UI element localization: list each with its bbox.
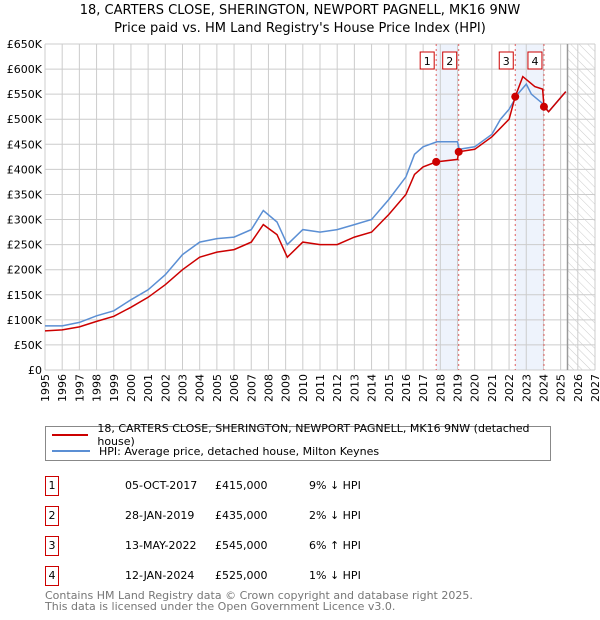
x-tick-label: 2011 <box>314 374 327 402</box>
footer-copyright: Contains HM Land Registry data © Crown c… <box>45 589 473 602</box>
y-tick-label: £250K <box>7 239 43 252</box>
sale-price: £415,000 <box>215 479 268 492</box>
x-tick-label: 1999 <box>108 374 121 402</box>
legend-label: 18, CARTERS CLOSE, SHERINGTON, NEWPORT P… <box>97 422 530 448</box>
x-tick-label: 2021 <box>486 374 499 402</box>
x-tick-label: 2004 <box>194 374 207 402</box>
y-tick-label: £300K <box>7 214 43 227</box>
sale-date: 05-OCT-2017 <box>125 479 198 492</box>
x-tick-label: 2023 <box>520 374 533 402</box>
chart-subtitle: Price paid vs. HM Land Registry's House … <box>114 21 486 36</box>
sale-number: 3 <box>45 536 59 556</box>
sale-hpi-diff: 2% ↓ HPI <box>309 509 361 522</box>
legend-swatch-red <box>52 434 89 436</box>
sale-row: 3 13-MAY-2022 £545,000 6% ↑ HPI <box>45 536 545 556</box>
sale-date: 13-MAY-2022 <box>125 539 197 552</box>
x-tick-label: 2016 <box>400 374 413 402</box>
sale-number: 2 <box>45 506 59 526</box>
legend-item-hpi: HPI: Average price, detached house, Milt… <box>46 443 379 459</box>
y-tick-label: £600K <box>7 63 43 76</box>
x-tick-label: 1997 <box>73 374 86 402</box>
sale-price: £525,000 <box>215 569 268 582</box>
footer: Contains HM Land Registry data © Crown c… <box>45 590 473 612</box>
x-tick-label: 2000 <box>125 374 138 402</box>
sale-badge-number: 3 <box>503 55 510 68</box>
sale-point <box>454 147 463 156</box>
sale-span <box>436 44 459 370</box>
y-tick-label: £400K <box>7 163 43 176</box>
x-tick-label: 2008 <box>262 374 275 402</box>
legend-swatch-blue <box>52 450 90 452</box>
sale-row: 4 12-JAN-2024 £525,000 1% ↓ HPI <box>45 566 545 586</box>
x-tick-label: 1996 <box>56 374 69 402</box>
hpi-line <box>45 82 567 327</box>
sale-price: £435,000 <box>215 509 268 522</box>
x-tick-label: 1998 <box>91 374 104 402</box>
y-tick-label: £450K <box>7 138 43 151</box>
sale-price: £545,000 <box>215 539 268 552</box>
footer-licence: This data is licensed under the Open Gov… <box>45 600 396 613</box>
sale-badge <box>442 51 458 70</box>
y-tick-label: £500K <box>7 113 43 126</box>
sale-badge <box>419 51 435 70</box>
y-tick-label: £150K <box>7 289 43 302</box>
sale-hpi-diff: 6% ↑ HPI <box>309 539 361 552</box>
x-tick-label: 2017 <box>417 374 430 402</box>
sale-hpi-diff: 9% ↓ HPI <box>309 479 361 492</box>
legend-item-property: 18, CARTERS CLOSE, SHERINGTON, NEWPORT P… <box>46 422 550 448</box>
x-tick-label: 2003 <box>177 374 190 402</box>
y-tick-label: £350K <box>7 188 43 201</box>
property-price-line <box>44 75 567 332</box>
x-tick-label: 2024 <box>537 374 550 402</box>
x-tick-label: 2014 <box>366 374 379 402</box>
sale-badge <box>527 51 543 70</box>
sale-badge-number: 1 <box>424 55 431 68</box>
sale-badge <box>498 51 514 70</box>
sale-hpi-diff: 1% ↓ HPI <box>309 569 361 582</box>
legend: 18, CARTERS CLOSE, SHERINGTON, NEWPORT P… <box>45 422 551 461</box>
sale-date: 12-JAN-2024 <box>125 569 195 582</box>
sale-badge-number: 4 <box>531 55 538 68</box>
legend-label: HPI: Average price, detached house, Milt… <box>99 444 380 458</box>
x-tick-label: 1995 <box>39 374 52 402</box>
x-tick-label: 2010 <box>297 374 310 402</box>
x-tick-label: 2018 <box>434 374 447 402</box>
x-tick-label: 2002 <box>159 374 172 402</box>
sale-point <box>432 157 441 166</box>
y-tick-label: £100K <box>7 314 43 327</box>
sale-span <box>515 44 544 370</box>
y-tick-label: £200K <box>7 264 43 277</box>
sale-number: 4 <box>45 566 59 586</box>
x-tick-label: 2015 <box>383 374 396 402</box>
sale-row: 2 28-JAN-2019 £435,000 2% ↓ HPI <box>45 506 545 526</box>
y-tick-label: £650K <box>7 38 43 51</box>
x-tick-label: 2012 <box>331 374 344 402</box>
y-tick-label: £550K <box>7 88 43 101</box>
x-tick-label: 2005 <box>211 374 224 402</box>
chart-title: 18, CARTERS CLOSE, SHERINGTON, NEWPORT P… <box>79 3 521 18</box>
x-tick-label: 2020 <box>469 374 482 402</box>
sale-point <box>539 102 548 111</box>
x-tick-label: 2006 <box>228 374 241 402</box>
x-tick-label: 2007 <box>245 374 258 402</box>
price-chart: 1995 1996 1997 1998 1999 2000 2001 2002 2003 2004… <box>7 38 600 402</box>
x-tick-label: 2022 <box>503 374 516 402</box>
x-tick-label: 2026 <box>572 374 585 402</box>
x-tick-label: 2013 <box>348 374 361 402</box>
x-tick-label: 2009 <box>280 374 293 402</box>
sale-point <box>511 92 520 101</box>
x-tick-label: 2019 <box>452 374 465 402</box>
forecast-hatch <box>567 44 595 370</box>
x-tick-label: 2027 <box>589 374 600 402</box>
x-tick-label: 2025 <box>555 374 568 402</box>
sale-date: 28-JAN-2019 <box>125 509 195 522</box>
sale-badge-number: 2 <box>446 55 453 68</box>
sale-row: 1 05-OCT-2017 £415,000 9% ↓ HPI <box>45 476 545 496</box>
y-tick-label: £50K <box>14 339 43 352</box>
x-tick-label: 2001 <box>142 374 155 402</box>
sale-number: 1 <box>45 476 59 496</box>
y-tick-label: £0 <box>28 364 42 377</box>
